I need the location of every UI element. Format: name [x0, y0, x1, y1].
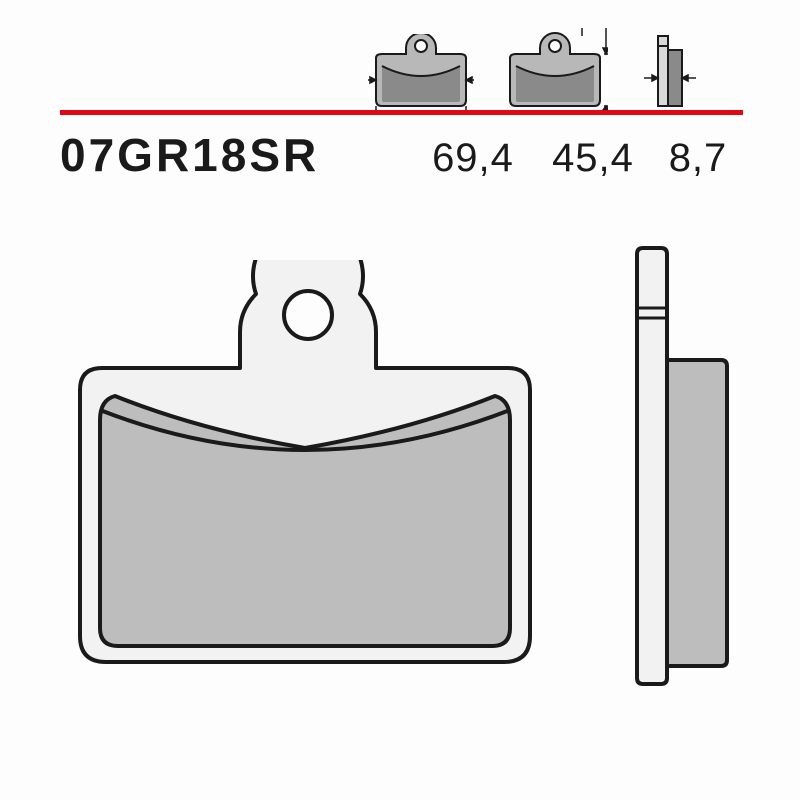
specification-row: 07GR18SR 69,4 45,4 8,7 — [60, 128, 743, 182]
technical-drawing-area — [60, 250, 743, 740]
width-value: 69,4 — [413, 136, 533, 181]
thickness-dimension-icon — [636, 32, 706, 110]
dimension-icons-row — [368, 28, 706, 110]
brake-pad-front-view — [60, 260, 550, 690]
width-dimension-icon — [368, 34, 474, 110]
part-number-label: 07GR18SR — [60, 128, 319, 182]
thickness-value: 8,7 — [653, 136, 743, 181]
brake-pad-side-view — [623, 240, 743, 710]
separator-line — [60, 110, 743, 115]
diagram-canvas: 07GR18SR 69,4 45,4 8,7 — [0, 0, 800, 800]
height-dimension-icon — [502, 28, 608, 110]
height-value: 45,4 — [533, 136, 653, 181]
